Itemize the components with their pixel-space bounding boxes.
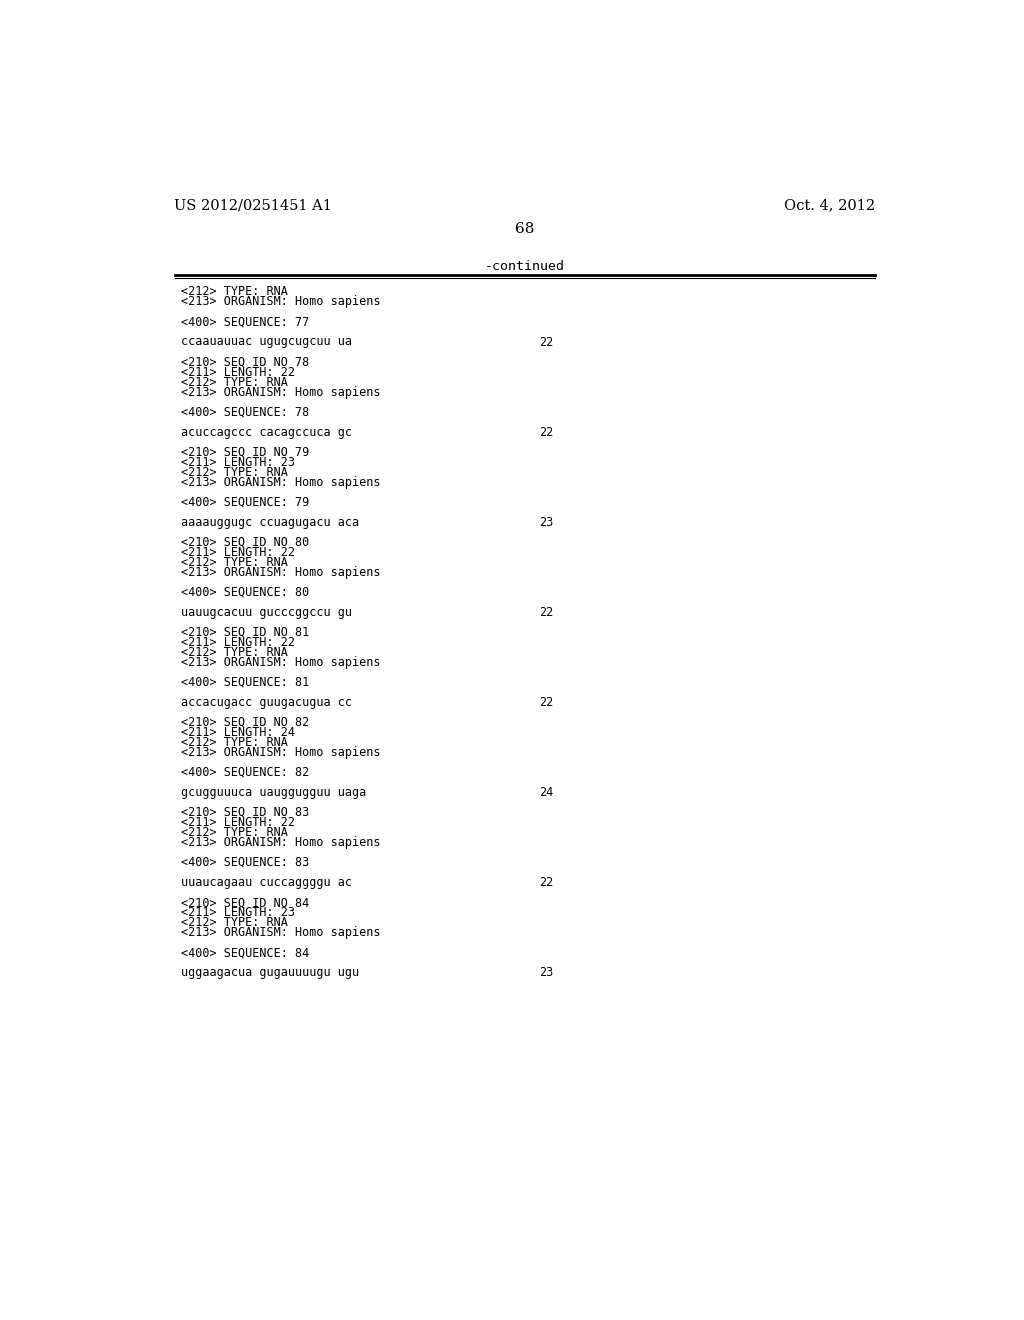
Text: <213> ORGANISM: Homo sapiens: <213> ORGANISM: Homo sapiens bbox=[180, 566, 380, 578]
Text: <400> SEQUENCE: 79: <400> SEQUENCE: 79 bbox=[180, 496, 309, 508]
Text: <213> ORGANISM: Homo sapiens: <213> ORGANISM: Homo sapiens bbox=[180, 656, 380, 669]
Text: <210> SEQ ID NO 80: <210> SEQ ID NO 80 bbox=[180, 536, 309, 549]
Text: 68: 68 bbox=[515, 222, 535, 235]
Text: <212> TYPE: RNA: <212> TYPE: RNA bbox=[180, 466, 288, 479]
Text: <211> LENGTH: 23: <211> LENGTH: 23 bbox=[180, 455, 295, 469]
Text: 22: 22 bbox=[539, 606, 553, 619]
Text: <211> LENGTH: 24: <211> LENGTH: 24 bbox=[180, 726, 295, 739]
Text: <212> TYPE: RNA: <212> TYPE: RNA bbox=[180, 645, 288, 659]
Text: <213> ORGANISM: Homo sapiens: <213> ORGANISM: Homo sapiens bbox=[180, 385, 380, 399]
Text: <212> TYPE: RNA: <212> TYPE: RNA bbox=[180, 826, 288, 840]
Text: <211> LENGTH: 22: <211> LENGTH: 22 bbox=[180, 636, 295, 649]
Text: <211> LENGTH: 23: <211> LENGTH: 23 bbox=[180, 906, 295, 919]
Text: <212> TYPE: RNA: <212> TYPE: RNA bbox=[180, 376, 288, 388]
Text: uuaucagaau cuccaggggu ac: uuaucagaau cuccaggggu ac bbox=[180, 876, 351, 890]
Text: <213> ORGANISM: Homo sapiens: <213> ORGANISM: Homo sapiens bbox=[180, 296, 380, 309]
Text: US 2012/0251451 A1: US 2012/0251451 A1 bbox=[174, 198, 333, 213]
Text: -continued: -continued bbox=[484, 260, 565, 273]
Text: ccaauauuac ugugcugcuu ua: ccaauauuac ugugcugcuu ua bbox=[180, 335, 351, 348]
Text: gcugguuuca uauggugguu uaga: gcugguuuca uauggugguu uaga bbox=[180, 785, 366, 799]
Text: 23: 23 bbox=[539, 966, 553, 979]
Text: <400> SEQUENCE: 77: <400> SEQUENCE: 77 bbox=[180, 315, 309, 329]
Text: <212> TYPE: RNA: <212> TYPE: RNA bbox=[180, 285, 288, 298]
Text: 22: 22 bbox=[539, 876, 553, 890]
Text: 22: 22 bbox=[539, 425, 553, 438]
Text: <213> ORGANISM: Homo sapiens: <213> ORGANISM: Homo sapiens bbox=[180, 746, 380, 759]
Text: uauugcacuu gucccggccu gu: uauugcacuu gucccggccu gu bbox=[180, 606, 351, 619]
Text: <211> LENGTH: 22: <211> LENGTH: 22 bbox=[180, 366, 295, 379]
Text: <210> SEQ ID NO 83: <210> SEQ ID NO 83 bbox=[180, 807, 309, 818]
Text: <210> SEQ ID NO 78: <210> SEQ ID NO 78 bbox=[180, 355, 309, 368]
Text: <400> SEQUENCE: 82: <400> SEQUENCE: 82 bbox=[180, 766, 309, 779]
Text: <400> SEQUENCE: 84: <400> SEQUENCE: 84 bbox=[180, 946, 309, 960]
Text: <400> SEQUENCE: 78: <400> SEQUENCE: 78 bbox=[180, 405, 309, 418]
Text: <212> TYPE: RNA: <212> TYPE: RNA bbox=[180, 916, 288, 929]
Text: <210> SEQ ID NO 79: <210> SEQ ID NO 79 bbox=[180, 446, 309, 458]
Text: <213> ORGANISM: Homo sapiens: <213> ORGANISM: Homo sapiens bbox=[180, 927, 380, 939]
Text: <400> SEQUENCE: 80: <400> SEQUENCE: 80 bbox=[180, 586, 309, 599]
Text: 24: 24 bbox=[539, 785, 553, 799]
Text: <211> LENGTH: 22: <211> LENGTH: 22 bbox=[180, 545, 295, 558]
Text: <210> SEQ ID NO 81: <210> SEQ ID NO 81 bbox=[180, 626, 309, 639]
Text: <213> ORGANISM: Homo sapiens: <213> ORGANISM: Homo sapiens bbox=[180, 475, 380, 488]
Text: <210> SEQ ID NO 84: <210> SEQ ID NO 84 bbox=[180, 896, 309, 909]
Text: accacugacc guugacugua cc: accacugacc guugacugua cc bbox=[180, 696, 351, 709]
Text: <400> SEQUENCE: 83: <400> SEQUENCE: 83 bbox=[180, 857, 309, 869]
Text: uggaagacua gugauuuugu ugu: uggaagacua gugauuuugu ugu bbox=[180, 966, 358, 979]
Text: 23: 23 bbox=[539, 516, 553, 529]
Text: <212> TYPE: RNA: <212> TYPE: RNA bbox=[180, 556, 288, 569]
Text: <212> TYPE: RNA: <212> TYPE: RNA bbox=[180, 737, 288, 748]
Text: <210> SEQ ID NO 82: <210> SEQ ID NO 82 bbox=[180, 715, 309, 729]
Text: <211> LENGTH: 22: <211> LENGTH: 22 bbox=[180, 816, 295, 829]
Text: acuccagccc cacagccuca gc: acuccagccc cacagccuca gc bbox=[180, 425, 351, 438]
Text: 22: 22 bbox=[539, 335, 553, 348]
Text: 22: 22 bbox=[539, 696, 553, 709]
Text: aaaauggugc ccuagugacu aca: aaaauggugc ccuagugacu aca bbox=[180, 516, 358, 529]
Text: <213> ORGANISM: Homo sapiens: <213> ORGANISM: Homo sapiens bbox=[180, 836, 380, 849]
Text: <400> SEQUENCE: 81: <400> SEQUENCE: 81 bbox=[180, 676, 309, 689]
Text: Oct. 4, 2012: Oct. 4, 2012 bbox=[784, 198, 876, 213]
